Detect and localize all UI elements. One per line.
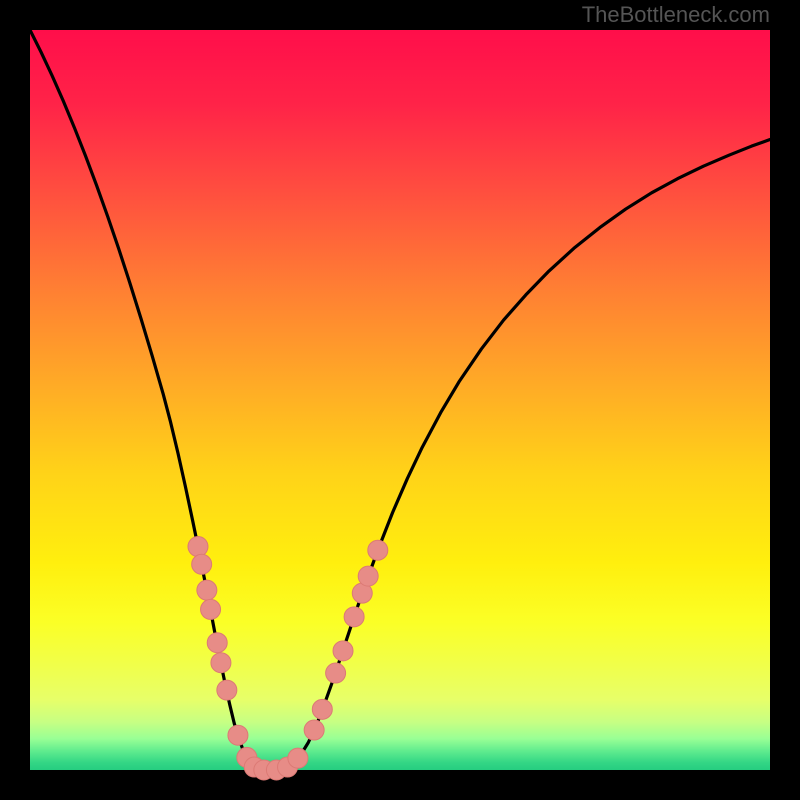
data-marker (217, 680, 237, 700)
chart-stage: TheBottleneck.com (0, 0, 800, 800)
data-marker (201, 599, 221, 619)
data-marker (188, 537, 208, 557)
data-marker (288, 748, 308, 768)
data-marker (197, 580, 217, 600)
chart-svg (0, 0, 800, 800)
data-marker (326, 663, 346, 683)
data-marker (358, 566, 378, 586)
watermark-text: TheBottleneck.com (582, 2, 770, 28)
data-marker (207, 633, 227, 653)
data-markers-group (188, 537, 388, 780)
data-marker (344, 607, 364, 627)
data-marker (304, 720, 324, 740)
data-marker (192, 554, 212, 574)
data-marker (312, 699, 332, 719)
data-marker (368, 540, 388, 560)
data-marker (228, 725, 248, 745)
data-marker (211, 653, 231, 673)
data-marker (333, 641, 353, 661)
bottleneck-curve (30, 30, 770, 770)
